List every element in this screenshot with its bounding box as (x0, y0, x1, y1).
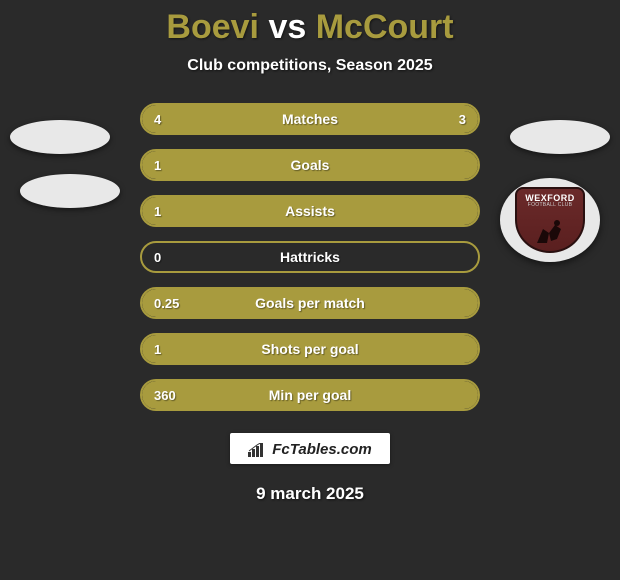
stat-label: Matches (142, 111, 478, 127)
stat-label: Hattricks (142, 249, 478, 265)
stat-label: Goals per match (142, 295, 478, 311)
player1-name: Boevi (166, 8, 259, 46)
stat-row: 1Assists (140, 195, 480, 227)
team-badge-right-oval (510, 120, 610, 154)
brand-text: FcTables.com (272, 441, 371, 458)
stat-row: 0.25Goals per match (140, 287, 480, 319)
crest-sublabel: FOOTBALL CLUB (528, 202, 573, 208)
stat-row: 4Matches3 (140, 103, 480, 135)
stat-row: 360Min per goal (140, 379, 480, 411)
stat-row: 1Shots per goal (140, 333, 480, 365)
team-badge-left-2 (20, 174, 120, 208)
crest-figure-icon (533, 215, 567, 245)
vs-label: vs (268, 8, 306, 46)
player2-name: McCourt (316, 8, 454, 46)
brand-badge[interactable]: FcTables.com (230, 433, 389, 464)
comparison-card: Boevi vs McCourt Club competitions, Seas… (0, 0, 620, 580)
wexford-crest: WEXFORD FOOTBALL CLUB (515, 187, 585, 253)
stat-label: Min per goal (142, 387, 478, 403)
stat-row: 1Goals (140, 149, 480, 181)
stat-label: Assists (142, 203, 478, 219)
bars-icon (248, 443, 266, 457)
date-label: 9 march 2025 (256, 484, 364, 504)
stat-row: 0Hattricks (140, 241, 480, 273)
team-badge-left-1 (10, 120, 110, 154)
subtitle: Club competitions, Season 2025 (187, 57, 432, 75)
stat-label: Goals (142, 157, 478, 173)
stat-label: Shots per goal (142, 341, 478, 357)
page-title: Boevi vs McCourt (166, 8, 453, 47)
team-badge-right-circle: WEXFORD FOOTBALL CLUB (500, 178, 600, 262)
stat-right-value: 3 (459, 112, 466, 127)
stats-list: 4Matches3 1Goals 1Assists 0Hattricks 0.25Goa… (140, 103, 480, 411)
